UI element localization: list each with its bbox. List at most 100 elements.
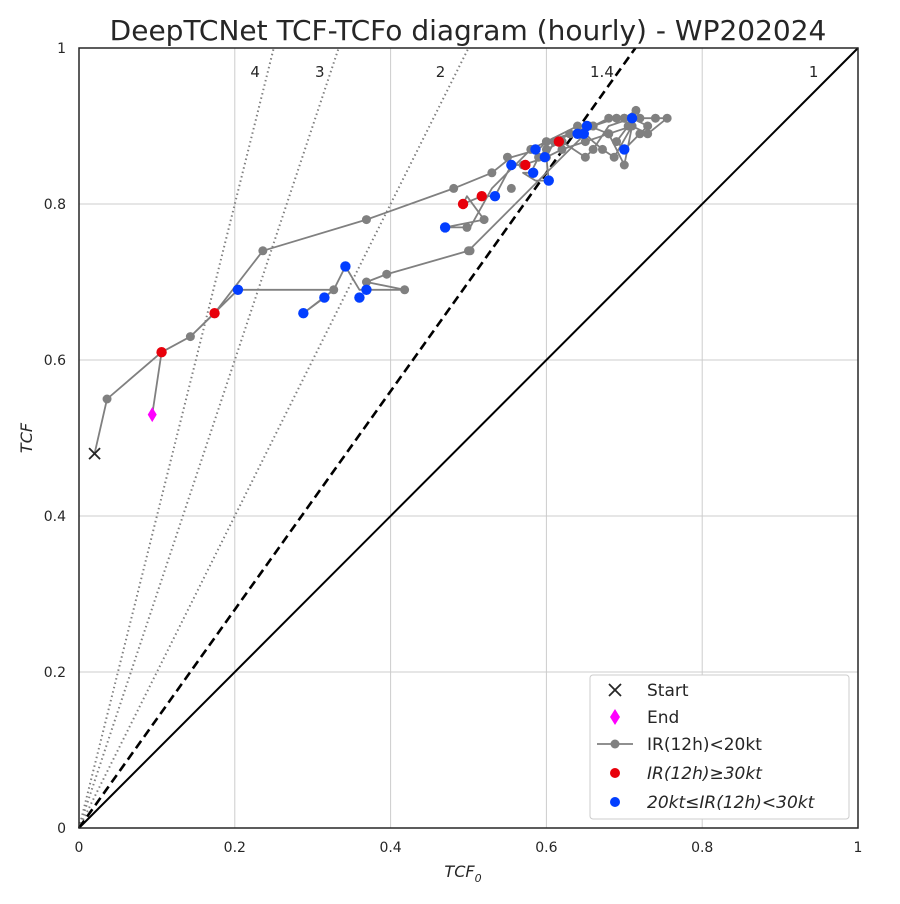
reference-lines: 4 3 2 1.4 1	[77, 47, 859, 829]
x-tick-label: 0	[75, 840, 84, 856]
grid-layer	[78, 47, 859, 829]
ratio-label-1-4: 1.4	[590, 63, 614, 81]
point-ir-12h-20kt	[479, 215, 489, 225]
ratio-label-4: 4	[250, 63, 260, 81]
axes-frame	[78, 47, 859, 829]
ratio-label-3: 3	[315, 63, 325, 81]
legend-label-blue: 20kt≤IR(12h)<30kt	[647, 793, 816, 813]
point-ir-12h-20kt	[361, 215, 371, 225]
point-ir-12h-20kt	[643, 121, 653, 131]
point-ir-12h-20kt	[573, 121, 583, 131]
point-ir-12h-30kt	[476, 191, 487, 202]
point-20kt-ir-12h-30kt	[527, 167, 539, 178]
point-ir-12h-20kt	[449, 183, 459, 193]
legend-label-end: End	[647, 708, 679, 728]
point-ir-12h-20kt	[635, 113, 645, 123]
y-tick-label: 1	[57, 41, 66, 57]
point-ir-12h-20kt	[400, 285, 410, 295]
ratio-line-1-4	[77, 47, 637, 829]
point-ir-12h-20kt	[506, 183, 516, 193]
point-20kt-ir-12h-30kt	[543, 175, 554, 186]
ratio-line-4	[78, 47, 275, 829]
point-ir-12h-20kt	[604, 113, 614, 123]
point-20kt-ir-12h-30kt	[232, 284, 244, 295]
point-ir-12h-20kt	[361, 277, 371, 287]
chart-title: DeepTCNet TCF-TCFo diagram (hourly) - WP…	[110, 14, 827, 47]
point-ir-12h-20kt	[487, 168, 497, 178]
point-ir-12h-20kt	[643, 129, 653, 139]
point-20kt-ir-12h-30kt	[578, 128, 589, 139]
point-ir-12h-20kt	[565, 129, 575, 139]
point-20kt-ir-12h-30kt	[361, 284, 372, 295]
x-tick-label: 0.8	[691, 840, 713, 856]
point-ir-12h-30kt	[156, 347, 167, 358]
point-ir-12h-20kt	[597, 144, 607, 154]
legend-marker-end	[610, 709, 620, 725]
tick-labels: 0 0.2 0.4 0.6 0.8 1 0 0.2 0.4 0.6 0.8 1	[44, 41, 863, 856]
x-tick-label: 1	[854, 840, 863, 856]
point-ir-12h-20kt	[588, 144, 598, 154]
point-20kt-ir-12h-30kt	[539, 152, 551, 163]
point-ir-12h-20kt	[631, 105, 641, 115]
point-ir-12h-20kt	[635, 129, 645, 139]
point-20kt-ir-12h-30kt	[298, 308, 309, 319]
point-ir-12h-20kt	[662, 113, 672, 123]
legend: Start End IR(12h)<20kt IR(12h)≥30kt 20kt…	[589, 674, 850, 820]
y-tick-label: 0.8	[44, 197, 66, 213]
point-20kt-ir-12h-30kt	[619, 144, 630, 155]
point-ir-12h-20kt	[619, 160, 629, 170]
point-ir-12h-20kt	[102, 394, 112, 404]
point-ir-12h-20kt	[612, 137, 622, 147]
point-ir-12h-20kt	[541, 144, 551, 154]
point-20kt-ir-12h-30kt	[530, 144, 541, 155]
point-ir-12h-20kt	[502, 152, 512, 162]
point-20kt-ir-12h-30kt	[439, 222, 451, 233]
ratio-line-3	[78, 47, 340, 829]
ratio-label-2: 2	[436, 63, 446, 81]
point-20kt-ir-12h-30kt	[354, 292, 365, 303]
legend-marker-gray	[597, 739, 633, 749]
point-ir-12h-20kt	[462, 222, 472, 232]
x-axis-label-main: TCF	[444, 862, 475, 881]
point-20kt-ir-12h-30kt	[319, 292, 330, 303]
point-ir-12h-20kt	[623, 121, 633, 131]
point-ir-12h-20kt	[557, 144, 567, 154]
legend-label-start: Start	[647, 681, 689, 701]
y-tick-label: 0.4	[44, 509, 66, 525]
legend-marker-red	[610, 768, 620, 778]
point-20kt-ir-12h-30kt	[489, 191, 501, 202]
legend-marker-blue	[610, 797, 620, 807]
point-ir-12h-20kt	[185, 332, 195, 342]
point-20kt-ir-12h-30kt	[626, 113, 638, 124]
x-tick-label: 0.6	[535, 840, 557, 856]
point-ir-12h-20kt	[329, 285, 339, 295]
end-marker	[147, 407, 157, 423]
point-20kt-ir-12h-30kt	[506, 159, 517, 171]
point-ir-12h-20kt	[609, 152, 619, 162]
point-layer	[88, 105, 672, 460]
point-ir-12h-20kt	[541, 137, 551, 147]
point-20kt-ir-12h-30kt	[581, 120, 593, 132]
legend-label-red: IR(12h)≥30kt	[647, 764, 763, 784]
x-tick-label: 0.4	[379, 840, 401, 856]
point-20kt-ir-12h-30kt	[340, 261, 351, 272]
point-ir-12h-20kt	[612, 113, 622, 123]
point-ir-12h-20kt	[580, 152, 590, 162]
legend-marker-start	[608, 683, 622, 697]
point-ir-12h-30kt	[520, 159, 531, 171]
x-tick-label: 0.2	[224, 840, 246, 856]
point-ir-12h-30kt	[209, 308, 220, 319]
y-tick-label: 0.2	[44, 665, 66, 681]
x-axis-label-subscript: 0	[475, 872, 482, 885]
y-tick-label: 0.6	[44, 353, 66, 369]
point-ir-12h-20kt	[604, 129, 614, 139]
x-axis-label: TCF0	[444, 862, 481, 885]
point-ir-12h-20kt	[580, 137, 590, 147]
point-ir-12h-30kt	[553, 136, 565, 147]
ratio-line-2	[78, 47, 470, 829]
point-ir-12h-20kt	[258, 246, 268, 256]
start-marker-stroke	[88, 447, 101, 460]
y-tick-label: 0	[57, 821, 66, 837]
